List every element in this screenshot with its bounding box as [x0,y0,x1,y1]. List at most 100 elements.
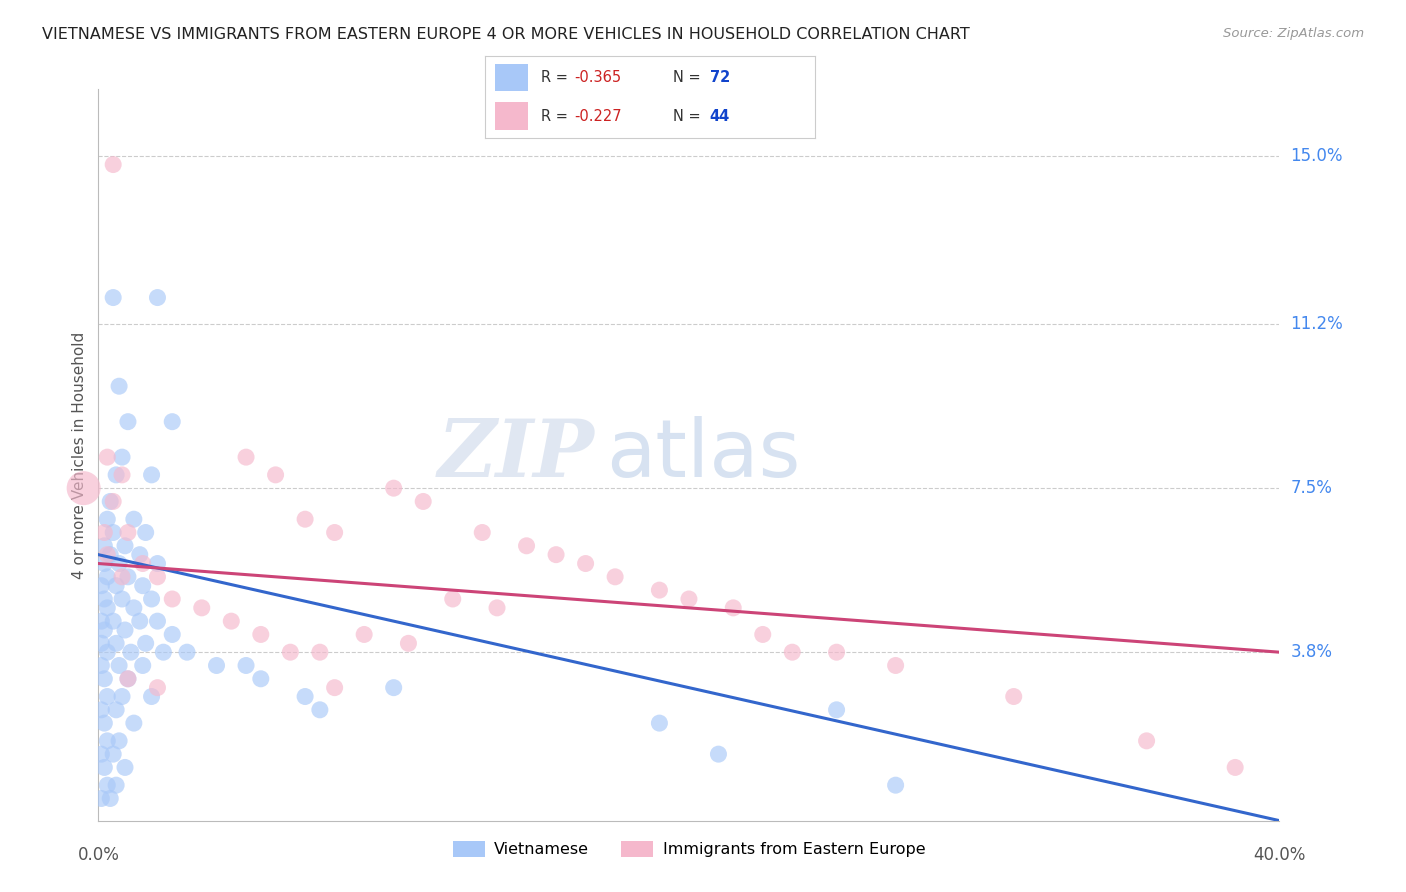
Point [382,481,405,495]
Point [73,481,96,495]
Point [96,548,118,562]
Point [122,512,145,526]
Point [111,450,134,464]
Point [117,570,139,584]
Point [111,570,134,584]
Point [128,548,150,562]
Point [471,525,494,540]
Point [752,627,775,641]
Point [117,672,139,686]
Point [90,747,112,761]
Point [93,592,115,607]
Text: 72: 72 [710,70,730,85]
Point [146,291,169,305]
Point [128,614,150,628]
Point [546,548,568,562]
Point [103,525,125,540]
Point [117,415,139,429]
Point [105,703,128,717]
Point [382,681,405,695]
Point [309,703,332,717]
Point [90,703,112,717]
Point [108,379,131,393]
Point [294,512,316,526]
Point [309,645,332,659]
Point [146,614,169,628]
Point [93,760,115,774]
Point [90,614,112,628]
Point [280,645,302,659]
Legend: Vietnamese, Immigrants from Eastern Europe: Vietnamese, Immigrants from Eastern Euro… [446,835,932,863]
Text: N =: N = [673,109,706,124]
Point [648,716,671,731]
Point [96,570,118,584]
Point [103,157,125,171]
Point [162,415,183,429]
Point [398,636,420,650]
Point [1002,690,1025,704]
Point [103,614,125,628]
Point [96,690,118,704]
Point [884,778,907,792]
Point [235,450,257,464]
Text: -0.365: -0.365 [574,70,621,85]
Point [441,592,464,607]
Point [132,557,155,571]
Y-axis label: 4 or more Vehicles in Household: 4 or more Vehicles in Household [72,331,87,579]
Point [114,623,136,637]
Point [146,570,169,584]
Point [176,645,198,659]
Text: ZIP: ZIP [437,417,595,493]
Point [135,525,157,540]
Point [782,645,804,659]
Point [516,539,538,553]
Point [323,525,346,540]
Text: -0.227: -0.227 [574,109,621,124]
Point [412,494,434,508]
Point [96,512,118,526]
Point [122,600,145,615]
Point [162,592,183,607]
Point [96,645,118,659]
Point [108,734,131,748]
Point [1225,760,1247,774]
Text: 15.0%: 15.0% [1291,146,1343,165]
Point [93,716,115,731]
FancyBboxPatch shape [495,63,529,92]
Point [162,627,183,641]
Point [96,450,118,464]
Text: Source: ZipAtlas.com: Source: ZipAtlas.com [1223,27,1364,40]
Text: R =: R = [541,70,572,85]
Point [90,658,112,673]
Point [605,570,627,584]
Text: 7.5%: 7.5% [1291,479,1333,497]
Point [96,600,118,615]
Point [132,658,155,673]
Point [575,557,598,571]
Point [678,592,700,607]
Point [111,592,134,607]
Point [825,703,848,717]
Point [111,690,134,704]
Text: VIETNAMESE VS IMMIGRANTS FROM EASTERN EUROPE 4 OR MORE VEHICLES IN HOUSEHOLD COR: VIETNAMESE VS IMMIGRANTS FROM EASTERN EU… [42,27,970,42]
Point [93,557,115,571]
Point [114,760,136,774]
Point [105,579,128,593]
Point [141,592,163,607]
Point [90,636,112,650]
Point [117,525,139,540]
Text: 40.0%: 40.0% [1253,846,1306,863]
Point [98,494,121,508]
Point [98,548,121,562]
Point [108,658,131,673]
Point [93,623,115,637]
Point [353,627,375,641]
Point [250,672,273,686]
Text: atlas: atlas [606,416,800,494]
Point [108,557,131,571]
Point [648,583,671,598]
Point [117,672,139,686]
Text: 44: 44 [710,109,730,124]
Text: 11.2%: 11.2% [1291,315,1343,333]
Text: N =: N = [673,70,706,85]
